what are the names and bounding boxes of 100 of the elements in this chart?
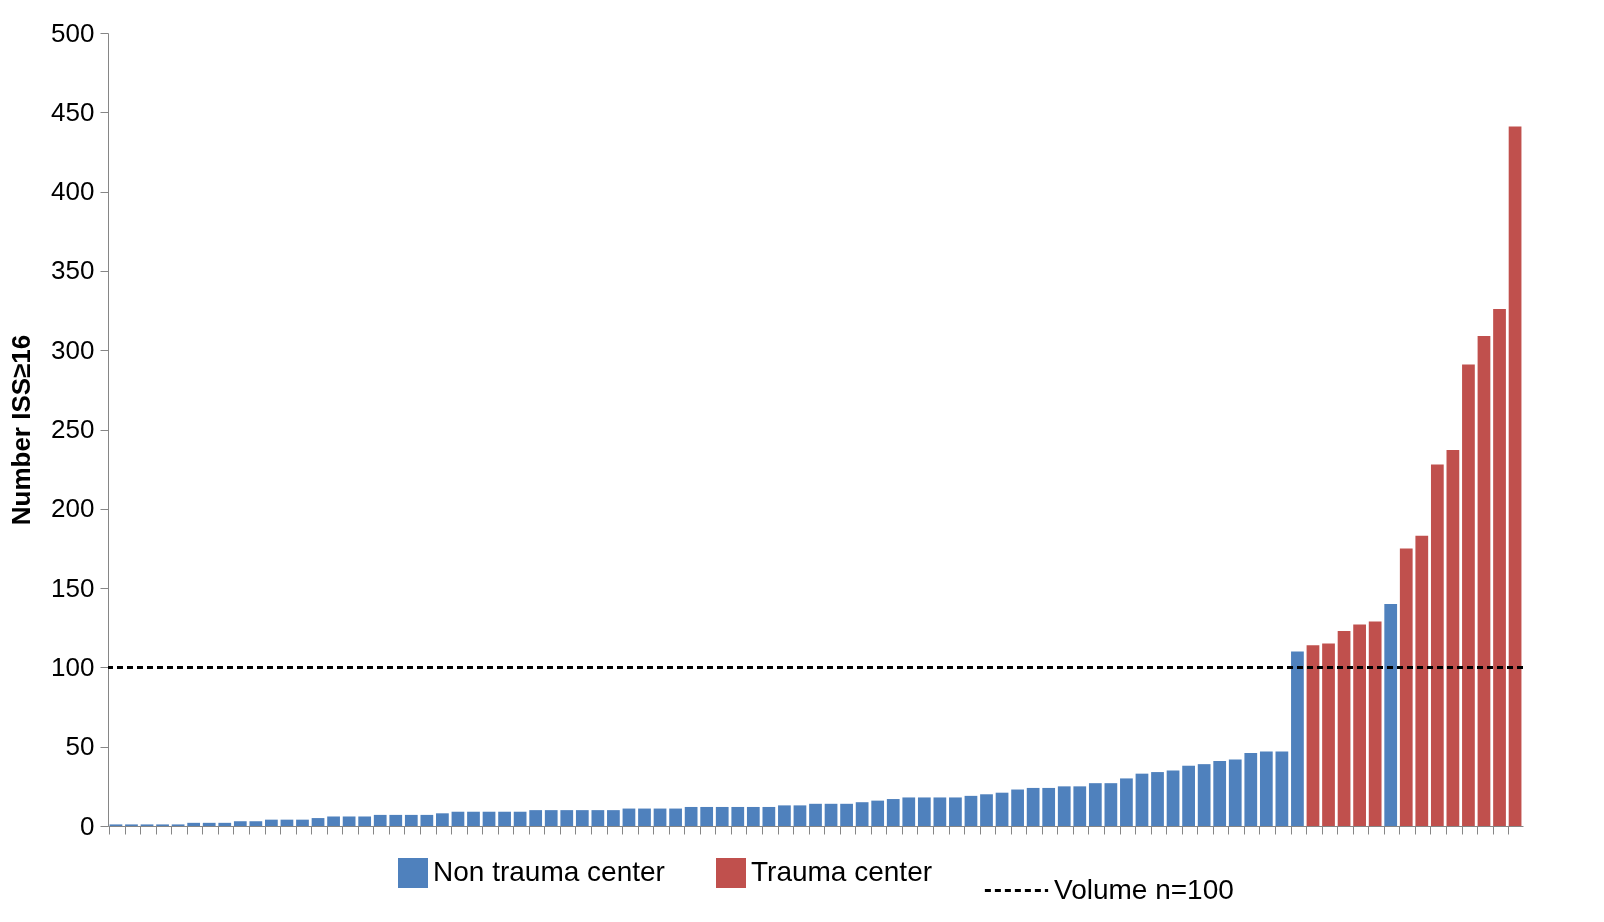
bar — [762, 806, 776, 826]
bar — [793, 805, 807, 826]
bar — [809, 803, 822, 826]
y-tick-label: 250 — [51, 414, 95, 444]
bar — [949, 797, 962, 826]
bar — [296, 819, 309, 826]
bar — [1104, 783, 1118, 826]
bar — [855, 802, 869, 826]
bar — [202, 822, 216, 826]
bar — [607, 810, 620, 826]
bar — [1213, 760, 1227, 826]
bar — [1011, 789, 1024, 826]
bar — [731, 806, 745, 826]
bar — [746, 806, 760, 826]
bar — [1166, 770, 1180, 826]
bar — [1322, 643, 1335, 826]
bar — [436, 813, 449, 826]
bar — [1337, 630, 1351, 826]
bar — [1135, 773, 1149, 826]
y-tick-label: 350 — [51, 255, 95, 286]
legend-label: Non trauma center — [433, 856, 665, 887]
bar — [1415, 535, 1429, 826]
legend-label: Trauma center — [751, 856, 933, 887]
bar — [249, 821, 263, 826]
bar — [995, 792, 1009, 826]
bar — [311, 818, 325, 826]
bar — [529, 810, 543, 826]
bar — [1182, 765, 1195, 826]
bar — [1151, 772, 1164, 826]
y-tick-label: 400 — [51, 176, 95, 207]
bar — [1477, 335, 1491, 826]
bar — [1197, 764, 1211, 826]
bar — [1088, 783, 1102, 826]
bar — [1368, 621, 1382, 826]
bar — [544, 810, 558, 826]
y-tick-label: 500 — [51, 17, 95, 48]
bar — [1291, 651, 1304, 826]
bar — [700, 806, 714, 826]
bar — [886, 799, 900, 826]
bar — [715, 806, 729, 826]
bar — [1228, 759, 1242, 826]
bar — [187, 822, 201, 826]
bar — [389, 814, 403, 826]
bar — [917, 797, 931, 826]
bar — [1057, 786, 1071, 826]
bar — [980, 794, 993, 826]
bar — [1399, 548, 1413, 826]
bar — [342, 816, 356, 826]
bar — [669, 808, 682, 826]
y-tick-label: 100 — [51, 651, 95, 682]
bar — [1042, 787, 1056, 826]
bar — [265, 819, 278, 826]
bar — [778, 805, 791, 826]
bar — [1073, 786, 1087, 826]
bar — [638, 808, 651, 826]
bar — [575, 810, 589, 826]
bar — [233, 821, 247, 826]
bar — [1026, 787, 1040, 826]
bar — [373, 814, 387, 826]
bar — [327, 816, 340, 826]
bar — [1244, 753, 1258, 826]
bar — [218, 822, 232, 826]
bar — [358, 816, 372, 826]
bar — [1462, 364, 1475, 826]
bar — [684, 806, 698, 826]
bar — [1353, 624, 1366, 826]
bar — [451, 811, 465, 826]
legend-label: Volume n=100 — [1054, 873, 1234, 905]
bar — [498, 811, 511, 826]
bar — [1275, 751, 1289, 826]
bar — [824, 803, 838, 826]
y-tick-label: 50 — [65, 731, 95, 762]
bar — [933, 797, 947, 826]
bar — [964, 795, 978, 826]
bar — [1306, 645, 1320, 826]
bar — [404, 814, 418, 826]
bar — [1430, 464, 1444, 826]
y-tick-label: 450 — [51, 96, 95, 127]
bar — [420, 814, 434, 826]
y-tick-label: 200 — [51, 493, 95, 524]
y-tick-label: 0 — [80, 810, 95, 841]
bar — [902, 797, 916, 826]
y-axis-title: Number ISS≥16 — [6, 334, 37, 526]
bar — [467, 811, 480, 826]
bar — [840, 803, 853, 826]
bar — [1493, 308, 1506, 826]
bar — [513, 811, 527, 826]
bar — [653, 808, 667, 826]
bar — [871, 800, 885, 826]
bar — [1508, 126, 1522, 826]
bar — [622, 808, 636, 826]
bar — [591, 810, 605, 826]
y-tick-label: 150 — [51, 572, 95, 603]
bar — [1384, 603, 1398, 826]
bar — [560, 810, 574, 826]
bar — [1120, 778, 1133, 826]
bar — [1446, 450, 1460, 826]
bar — [1259, 751, 1273, 826]
bar — [482, 811, 496, 826]
y-tick-label: 300 — [51, 334, 95, 365]
